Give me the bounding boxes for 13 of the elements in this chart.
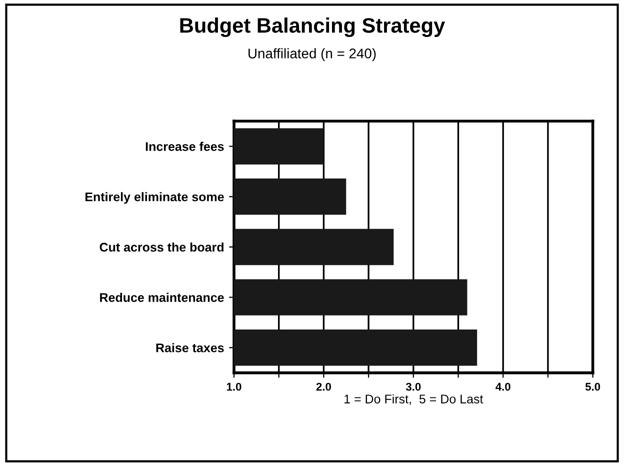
x-tick-label: 2.0: [316, 382, 331, 391]
chart-subtitle: Unaffiliated (n = 240): [248, 48, 376, 62]
x-tick-label: 4.0: [496, 382, 510, 391]
y-tick-label: Reduce maintenance: [100, 292, 224, 302]
x-tick-label: 3.0: [406, 382, 421, 391]
x-tick-label: 5.0: [585, 382, 600, 391]
y-tick-label: Increase fees: [146, 142, 224, 151]
x-tick-label: 1.0: [226, 382, 242, 391]
y-tick-label: Raise taxes: [156, 343, 224, 352]
y-tick-label: Entirely eliminate some: [85, 192, 224, 204]
chart-title: Budget Balancing Strategy: [180, 18, 446, 38]
x-axis-title: 1 = Do First, 5 = Do Last: [344, 394, 484, 405]
y-tick-label: Cut across the board: [100, 242, 224, 252]
